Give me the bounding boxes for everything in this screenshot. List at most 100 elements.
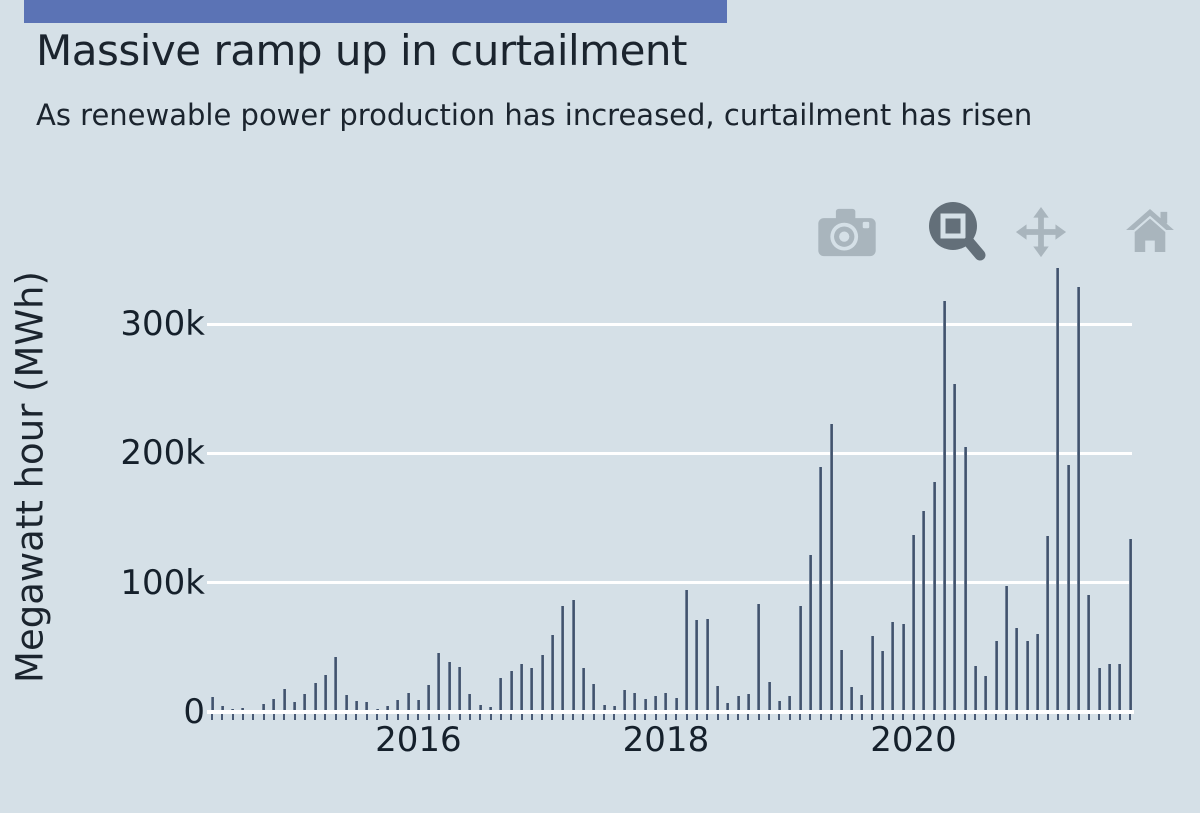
bar-2018-01 [664,692,668,711]
bar-2015-01 [293,701,297,711]
bar-2016-01 [416,700,420,711]
bar-2021-05 [1077,286,1081,711]
download-plot-button[interactable] [816,207,878,257]
bar-2018-09 [746,694,750,711]
x-tick [1036,714,1039,720]
x-tick [685,714,688,720]
bar-2016-08 [489,706,493,711]
x-tick [788,714,791,720]
bar-2020-01 [912,535,916,711]
x-tick [345,714,348,720]
bar-2016-02 [427,685,431,711]
box-zoom-button[interactable] [928,201,986,261]
x-tick [737,714,740,720]
x-tick [303,714,306,720]
x-tick [603,714,606,720]
x-tick [953,714,956,720]
x-tick [860,714,863,720]
x-tick [613,714,616,720]
gridline-300k [207,322,1132,326]
bar-2020-08 [984,675,988,711]
x-tick [871,714,874,720]
bar-2021-09 [1118,664,1122,711]
x-tick [314,714,317,720]
x-tick [1098,714,1101,720]
bar-2021-03 [1056,267,1060,711]
bar-2016-09 [499,678,503,711]
bar-2018-10 [757,604,761,711]
y-tick-label-200k: 200k [120,433,205,474]
x-tick [695,714,698,720]
x-tick [1087,714,1090,720]
x-tick [262,714,265,720]
bar-2017-09 [623,690,627,711]
x-tick [850,714,853,720]
bar-2017-03 [561,605,565,711]
x-tick [747,714,750,720]
x-tick [912,714,915,720]
bar-2015-12 [406,692,410,711]
bar-2019-03 [808,554,812,711]
bar-2016-04 [447,661,451,711]
bar-2019-11 [891,622,895,711]
bar-2019-05 [829,423,833,711]
camera-icon [818,208,876,257]
bar-2019-01 [788,696,792,711]
bar-2020-04 [943,301,946,711]
x-tick [252,714,255,720]
bar-2017-11 [643,699,647,711]
x-tick [324,714,327,720]
x-tick [221,714,224,720]
x-tick [241,714,244,720]
bar-2020-10 [1004,585,1008,711]
pan-button[interactable] [1013,206,1069,260]
x-tick [964,714,967,720]
home-icon [1126,209,1174,253]
reset-axes-button[interactable] [1126,209,1174,253]
x-tick [386,714,389,720]
bar-2017-07 [602,705,606,711]
x-tick [211,714,213,720]
x-tick [1067,714,1070,720]
bar-2016-12 [530,667,534,711]
bar-2021-08 [1108,664,1112,711]
bar-2017-02 [550,635,554,711]
x-tick-label-2018: 2018 [622,720,710,760]
x-tick [809,714,812,720]
x-tick [530,714,533,720]
bar-2017-08 [612,706,616,711]
x-tick [427,714,430,720]
bar-2017-06 [592,683,596,711]
top-accent-bar [24,0,727,23]
bar-2017-05 [581,668,585,711]
bar-2017-12 [654,696,658,711]
x-tick [706,714,709,720]
bar-2021-10 [1128,539,1132,711]
y-tick-label-300k: 300k [120,304,205,345]
x-tick [396,714,399,720]
bar-2015-11 [396,700,400,711]
y-tick-label-100k: 100k [120,562,205,603]
x-tick [407,714,410,720]
x-tick [623,714,626,720]
bar-2018-02 [674,697,678,711]
x-tick [1118,714,1121,720]
bar-2016-03 [437,653,441,711]
x-tick [458,714,461,720]
x-tick [943,714,946,720]
x-tick [644,714,647,720]
bar-2016-06 [468,694,472,711]
bar-2020-06 [963,446,967,711]
bar-2020-09 [994,641,998,711]
x-tick [799,714,802,720]
bar-2020-02 [922,510,926,711]
x-tick-label-2020: 2020 [870,720,957,760]
bar-2018-04 [695,619,699,711]
x-tick [561,714,564,720]
x-tick [365,714,368,720]
x-tick [437,714,440,720]
bar-2020-07 [973,665,977,711]
bar-2019-07 [850,686,854,711]
bar-2021-06 [1087,594,1091,711]
